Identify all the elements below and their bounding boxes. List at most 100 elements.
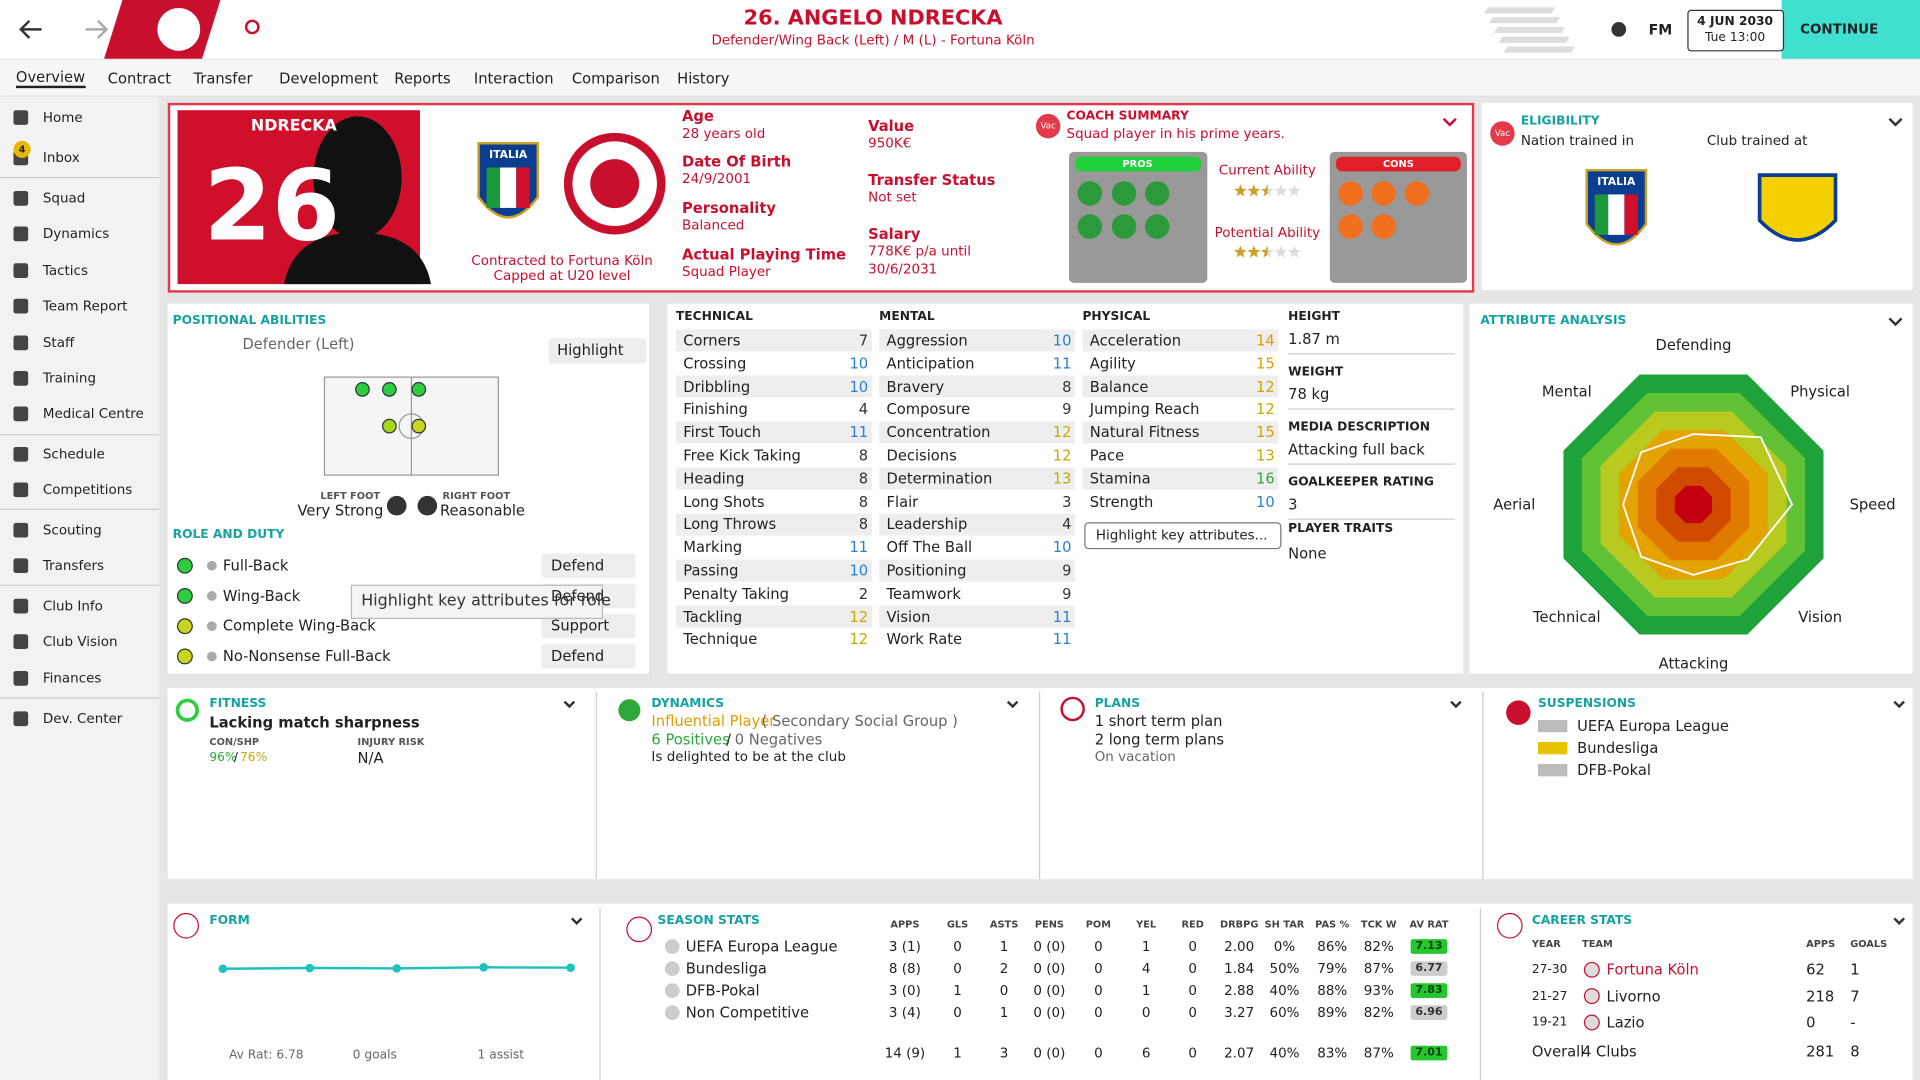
sidebar-item[interactable]: Dev. Center [42,710,123,727]
sidebar-item[interactable]: Club Info [42,598,103,615]
sidebar-item[interactable]: Team Report [42,298,128,315]
ability-star [1247,245,1261,258]
stat-header: ASTS [989,918,1019,930]
tab[interactable]: Comparison [571,69,660,87]
tab[interactable]: History [677,69,730,87]
stat-cell: 3 [999,1045,1009,1062]
sidebar-item[interactable]: Training [42,370,97,387]
sidebar-item[interactable]: Finances [42,670,102,687]
sidebar-item[interactable]: Dynamics [42,225,110,242]
tooltip-box [350,584,604,619]
coach-summary: Squad player in his prime years. [1066,125,1285,142]
sidebar-item[interactable]: Medical Centre [42,405,144,422]
stat-cell: 82% [1363,1004,1394,1021]
attr-row-bg [879,605,1076,628]
sidebar-item[interactable]: Transfers [42,557,105,574]
plans-short: 1 short term plan [1094,712,1223,730]
duty[interactable]: Defend [551,647,605,666]
attr-value: 10 [849,377,869,396]
caps: Capped at U20 level [493,267,631,284]
elig-title: ELIGIBILITY [1520,114,1600,128]
attr-value: 9 [1062,400,1072,419]
sidebar-item[interactable]: Tactics [42,262,88,279]
tab[interactable]: Contract [107,69,171,87]
stat-header: DRBPG [1220,918,1259,930]
tab[interactable]: Transfer [193,69,253,87]
info-value: Not set [868,189,917,206]
attr-name: Marking [683,539,743,557]
role-rating [176,618,193,635]
sidebar-item[interactable]: Scouting [42,522,102,539]
sidebar-item[interactable]: Competitions [42,481,133,498]
career-cell: 27-30 [1531,963,1568,977]
coach-badge-text: Vac [1040,121,1056,132]
stat-cell: 60% [1269,1004,1300,1021]
sidebar-item[interactable]: Home [42,109,83,126]
tab-bar [0,60,1920,97]
sidebar [0,96,160,1080]
attr-value: 4 [1062,515,1072,534]
tab[interactable]: Reports [394,69,451,87]
stat-cell: 3 (0) [888,982,921,999]
tab[interactable]: Interaction [473,69,554,87]
stat-cell: 40% [1269,982,1300,999]
pro-icon [1111,214,1137,239]
sidebar-item[interactable]: Inbox [42,150,80,166]
info-value: 30/6/2031 [868,261,938,278]
goals: 0 goals [352,1048,397,1063]
duty[interactable]: Defend [551,587,605,605]
stat-cell: 40% [1269,1045,1300,1062]
attr-value: 15 [1255,423,1275,442]
right-foot: Reasonable [439,502,525,520]
ability-star [1247,184,1261,197]
detail-label: HEIGHT [1288,310,1340,324]
attr-value: 10 [1052,539,1072,557]
assists: 1 assist [477,1048,525,1063]
sidebar-icon [13,634,29,649]
attr-value: 8 [1062,377,1072,396]
position-dot [411,382,427,397]
detail-label: GOALKEEPER RATING [1288,475,1434,490]
stat-cell: 2.07 [1224,1045,1255,1062]
highlight-label[interactable]: Highlight [557,341,624,359]
attr-row-bg [879,375,1076,398]
attr-name: Flair [886,492,919,511]
fitness-status: Lacking match sharpness [209,713,420,732]
position-dot [382,418,397,434]
susp-bar [1537,742,1568,755]
fitness-icon [175,698,199,722]
rating: 7.13 [1415,940,1443,953]
sidebar-icon [13,406,29,422]
detail-value: 1.87 m [1288,330,1340,348]
attr-name: Strength [1089,492,1154,511]
tooltip: Highlight key attributes for role [361,592,611,611]
attr-row-bg [675,513,872,536]
attr-name: Balance [1089,377,1149,396]
info-label: Date Of Birth [682,153,792,171]
stat-cell: 0% [1273,938,1296,955]
highlight-attr-btn [1084,522,1282,550]
silhouette-body [284,232,432,285]
continue-button[interactable] [1781,0,1920,59]
sidebar-item[interactable]: Club Vision [42,633,118,650]
potential-ability-label: Potential Ability [1214,224,1321,241]
duty[interactable]: Defend [551,557,605,575]
stat-cell: 2.88 [1224,982,1255,999]
highlight-attrs[interactable]: Highlight key attributes... [1095,527,1268,544]
tab[interactable]: Development [279,69,379,87]
sidebar-item[interactable]: Staff [42,334,75,351]
duty[interactable]: Support [551,617,610,635]
continue-label[interactable]: CONTINUE [1800,21,1879,38]
attr-value: 10 [1255,492,1275,511]
attr-value: 13 [1255,446,1275,465]
av-rat: Av Rat: 6.78 [228,1048,304,1063]
tab[interactable]: Overview [15,69,86,89]
sidebar-item[interactable]: Squad [42,190,86,207]
stat-cell: 0 [1188,938,1197,955]
career-overall: 281 [1806,1043,1835,1061]
career-header: APPS [1806,938,1836,950]
stat-cell: 0 [1188,1004,1197,1021]
sidebar-item[interactable]: Schedule [42,446,105,463]
stat-cell: 0 [1094,960,1103,977]
